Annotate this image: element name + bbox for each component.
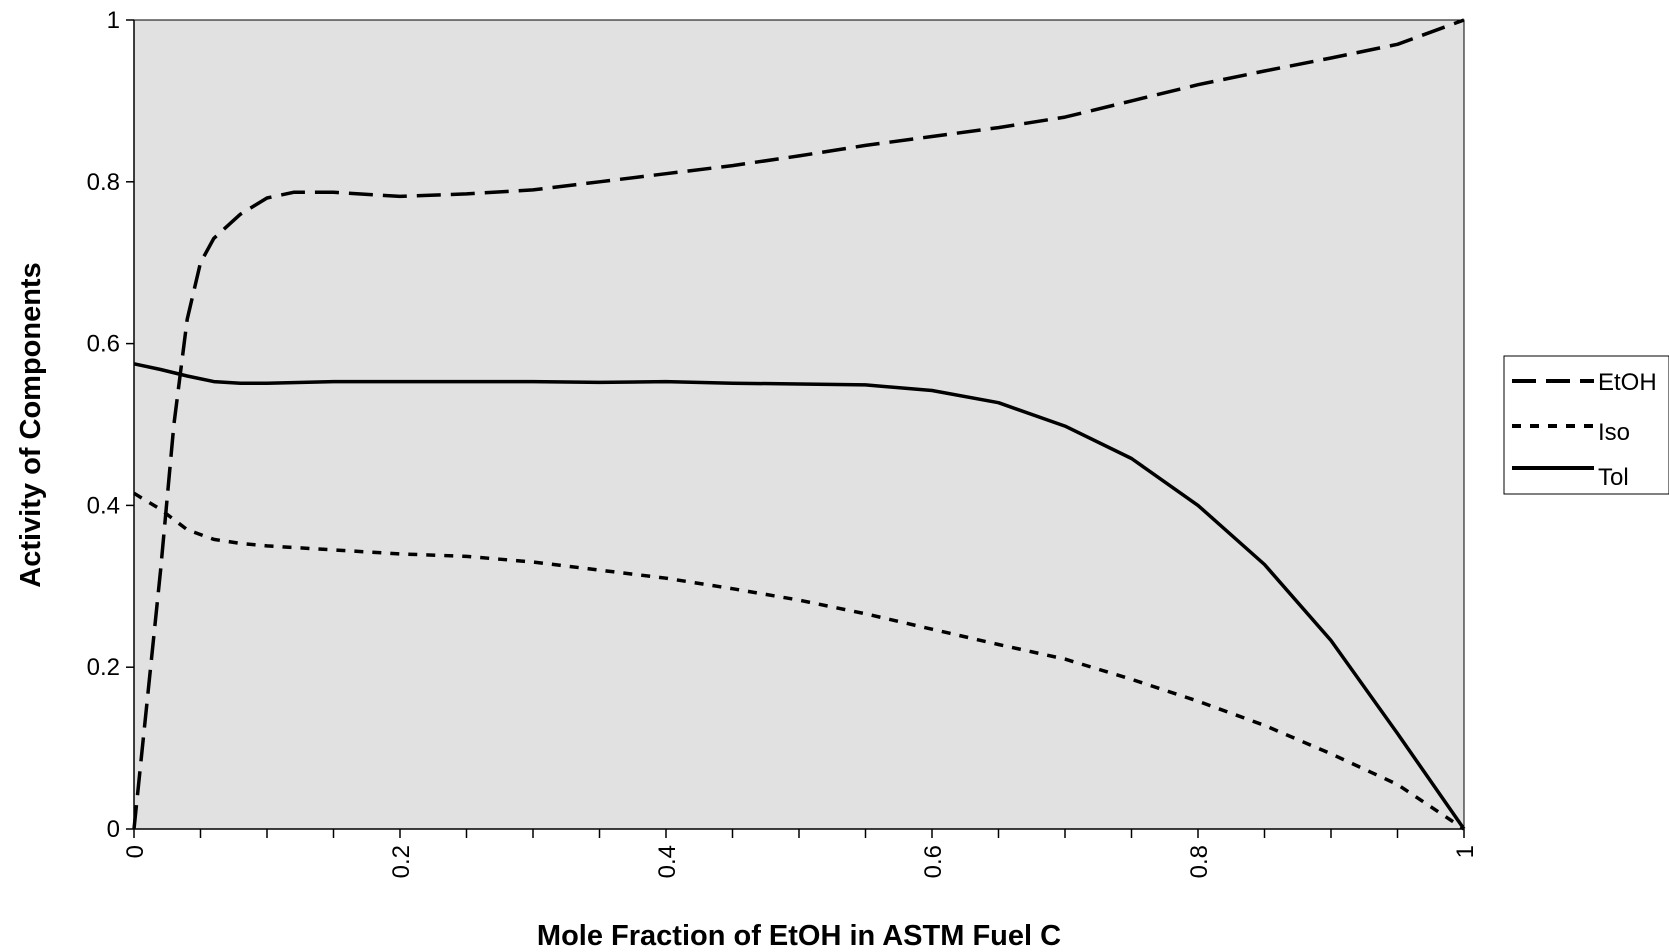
- legend: EtOH Iso Tol: [1503, 355, 1669, 495]
- x-tick-label: 0: [122, 845, 149, 858]
- series-line-etoh: [132, 18, 1465, 830]
- plot-area: [133, 19, 1465, 830]
- series-line-iso: [133, 491, 1465, 831]
- x-tick-label: 1: [1452, 845, 1479, 858]
- x-tick-label: 0.6: [920, 845, 947, 878]
- legend-label-etoh: EtOH: [1598, 369, 1657, 396]
- y-tick-label: 1: [107, 7, 120, 34]
- y-tick-label: 0.6: [87, 331, 120, 358]
- y-tick-label: 0: [107, 816, 120, 843]
- x-tick-label: 0.4: [654, 845, 681, 878]
- y-tick-label: 0.8: [87, 169, 120, 196]
- y-axis-title: Activity of Components: [15, 262, 47, 587]
- x-tick-label: 0.2: [388, 845, 415, 878]
- legend-label-tol: Tol: [1598, 464, 1629, 491]
- x-axis-title: Mole Fraction of EtOH in ASTM Fuel C: [537, 920, 1061, 952]
- x-tick-label: 0.8: [1186, 845, 1213, 878]
- y-tick-label: 0.2: [87, 654, 120, 681]
- series-line-tol: [133, 362, 1466, 831]
- legend-label-iso: Iso: [1598, 419, 1630, 446]
- series-layer: [132, 18, 1466, 831]
- axes-layer: 0 0.2 0.4 0.6 0.8 1 0 0.2 0.4 0.6 0.8 1: [87, 7, 1479, 878]
- y-tick-label: 0.4: [87, 492, 120, 519]
